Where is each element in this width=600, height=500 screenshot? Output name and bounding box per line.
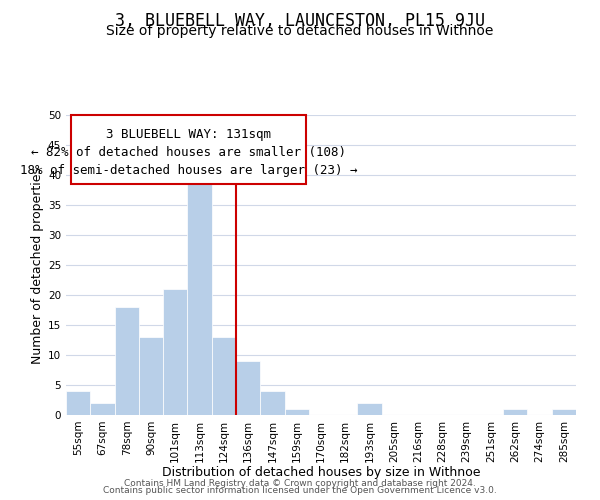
Bar <box>552 409 576 415</box>
Bar <box>163 289 187 415</box>
Bar <box>236 361 260 415</box>
Text: ← 82% of detached houses are smaller (108): ← 82% of detached houses are smaller (10… <box>31 146 346 159</box>
FancyBboxPatch shape <box>71 115 306 184</box>
Bar <box>503 409 527 415</box>
Text: 3 BLUEBELL WAY: 131sqm: 3 BLUEBELL WAY: 131sqm <box>106 128 271 140</box>
Text: Size of property relative to detached houses in Withnoe: Size of property relative to detached ho… <box>106 24 494 38</box>
Bar <box>139 337 163 415</box>
Text: Contains HM Land Registry data © Crown copyright and database right 2024.: Contains HM Land Registry data © Crown c… <box>124 478 476 488</box>
Bar <box>284 409 309 415</box>
Bar <box>66 391 90 415</box>
Text: 3, BLUEBELL WAY, LAUNCESTON, PL15 9JU: 3, BLUEBELL WAY, LAUNCESTON, PL15 9JU <box>115 12 485 30</box>
Bar <box>90 403 115 415</box>
Text: 18% of semi-detached houses are larger (23) →: 18% of semi-detached houses are larger (… <box>20 164 357 177</box>
Bar <box>187 169 212 415</box>
Bar <box>358 403 382 415</box>
X-axis label: Distribution of detached houses by size in Withnoe: Distribution of detached houses by size … <box>162 466 480 479</box>
Bar <box>212 337 236 415</box>
Y-axis label: Number of detached properties: Number of detached properties <box>31 166 44 364</box>
Bar <box>260 391 284 415</box>
Text: Contains public sector information licensed under the Open Government Licence v3: Contains public sector information licen… <box>103 486 497 495</box>
Bar <box>115 307 139 415</box>
